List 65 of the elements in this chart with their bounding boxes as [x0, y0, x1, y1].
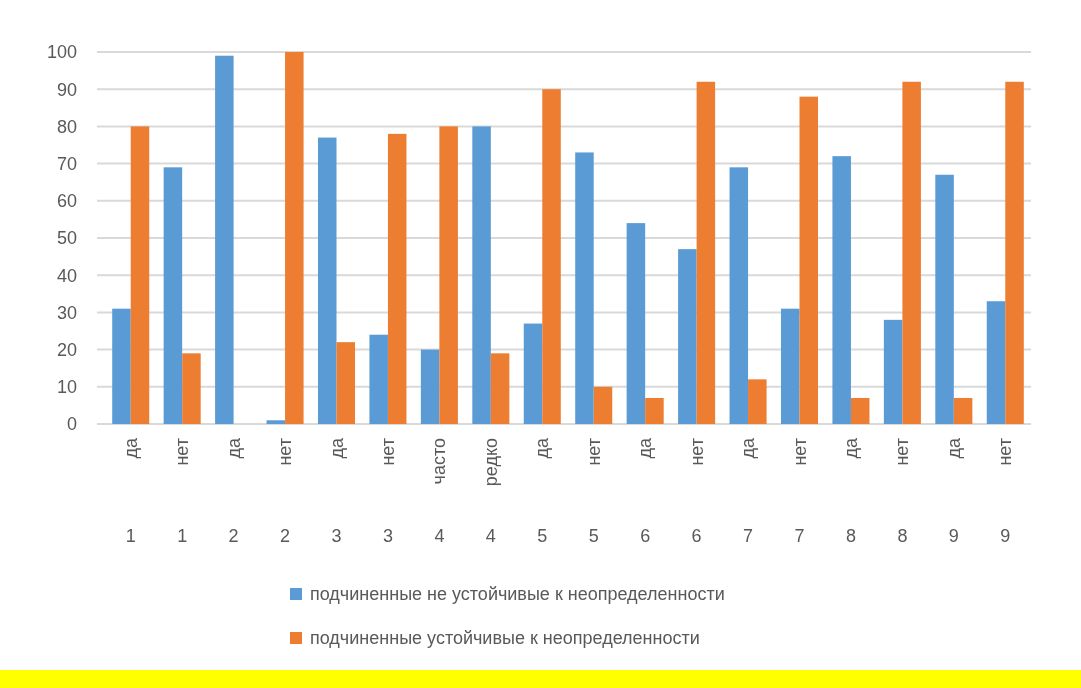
y-tick-label: 80 — [56, 116, 77, 137]
category-label: нет 8 — [892, 438, 913, 546]
y-tick-label: 40 — [56, 265, 77, 286]
bar — [215, 55, 234, 424]
bar — [420, 349, 440, 424]
bar — [626, 223, 646, 424]
bar — [593, 386, 613, 424]
bar — [490, 353, 510, 424]
bar — [439, 126, 458, 424]
y-tick-label: 90 — [56, 79, 77, 100]
category-label: да 6 — [635, 438, 656, 546]
category-label: нет 6 — [686, 438, 707, 546]
bar — [112, 308, 131, 424]
bar — [799, 96, 819, 424]
bar — [850, 397, 870, 424]
bar — [832, 156, 851, 424]
y-tick-label: 100 — [46, 42, 77, 63]
category-label: нет 5 — [583, 438, 604, 546]
bar — [696, 81, 716, 424]
bar — [336, 342, 356, 424]
category-label: редко 4 — [480, 438, 501, 546]
bar — [902, 81, 921, 424]
y-tick-label: 0 — [66, 414, 77, 435]
bar — [575, 152, 594, 424]
legend-label: подчиненные устойчивые к неопределенности — [310, 628, 700, 649]
bar — [317, 137, 337, 424]
y-tick-label: 60 — [56, 191, 77, 212]
bar — [935, 174, 954, 424]
bar — [285, 52, 304, 424]
category-label: да 7 — [738, 438, 759, 546]
bar — [472, 126, 491, 424]
category-label: да 2 — [223, 438, 244, 546]
bar — [369, 334, 388, 424]
bar — [748, 379, 767, 424]
category-label: нет 7 — [789, 438, 810, 546]
bar — [645, 397, 664, 424]
y-tick-label: 50 — [56, 228, 77, 249]
bar — [729, 167, 749, 424]
bar — [387, 133, 407, 424]
category-label: нет 1 — [172, 438, 193, 546]
bar — [883, 319, 903, 424]
bar — [163, 167, 183, 424]
bar — [542, 89, 561, 424]
bar — [182, 353, 201, 424]
bar — [266, 420, 286, 424]
y-tick-label: 10 — [56, 377, 77, 398]
category-label: нет 3 — [377, 438, 398, 546]
category-label: нет 9 — [995, 438, 1016, 546]
bar — [523, 323, 543, 424]
bar — [1005, 81, 1024, 424]
category-label: да 1 — [120, 438, 141, 546]
legend-label: подчиненные не устойчивые к неопределенности — [310, 584, 725, 605]
bar — [678, 249, 697, 424]
category-label: часто 4 — [429, 438, 450, 546]
category-label: да 5 — [532, 438, 553, 546]
category-label: да 9 — [943, 438, 964, 546]
bar — [780, 308, 800, 424]
category-label: нет 2 — [275, 438, 296, 546]
y-tick-label: 70 — [56, 153, 77, 174]
bar — [953, 397, 973, 424]
bar — [986, 301, 1006, 424]
category-label: да 8 — [840, 438, 861, 546]
y-tick-label: 30 — [56, 302, 77, 323]
bar — [130, 126, 150, 424]
y-tick-label: 20 — [56, 339, 77, 360]
